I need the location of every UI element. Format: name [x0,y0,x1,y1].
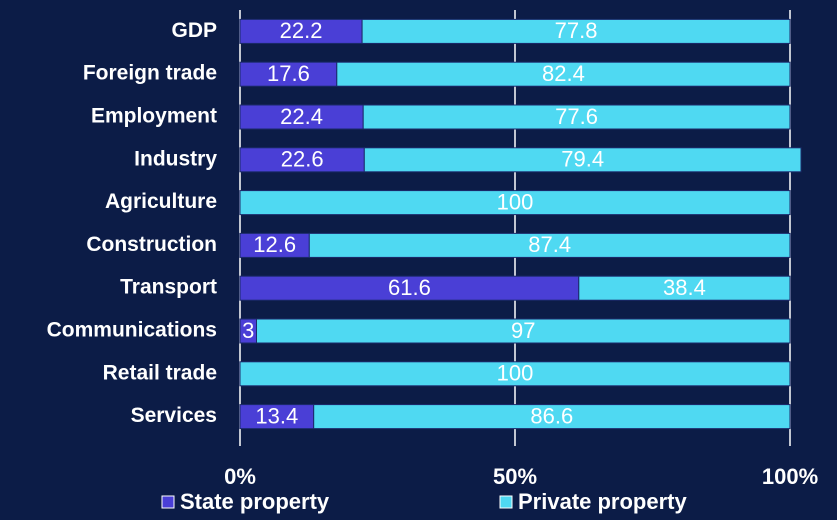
y-tick-label: Services [131,404,217,427]
data-label: 17.6 [267,61,310,86]
bar-segment [239,404,315,430]
data-label: 79.4 [561,147,604,172]
y-tick-label: Agriculture [105,190,217,213]
bar-segment [239,361,791,387]
data-label: 86.6 [530,403,573,428]
data-label: 61.6 [388,275,431,300]
data-label: 12.6 [253,232,296,257]
data-label: 77.6 [555,104,598,129]
y-tick-label: Communications [47,319,217,342]
bar-segment [578,275,791,301]
legend-swatch [161,495,175,509]
data-label: 38.4 [663,275,706,300]
data-label: 22.2 [280,18,323,43]
bar-segment [336,61,791,87]
data-label: 13.4 [255,403,298,428]
y-tick-label: Industry [134,147,217,170]
data-label: 97 [511,318,535,343]
x-tick-label: 50% [493,464,537,489]
bar-segment [256,318,791,344]
x-tick-label: 100% [762,464,818,489]
bar-segment [239,18,363,44]
data-label: 22.4 [280,104,323,129]
bar-segment [239,275,580,301]
data-label: 87.4 [528,232,571,257]
y-tick-label: Foreign trade [83,62,217,85]
bar-segment [362,104,791,130]
y-tick-label: GDP [171,19,217,42]
bar-segment [239,190,791,216]
y-tick-label: Construction [86,233,217,256]
bar-segment [361,18,791,44]
y-tick-label: Retail trade [103,361,217,384]
x-tick-label: 0% [224,464,256,489]
y-tick-label: Employment [91,105,217,128]
bar-segment [363,147,802,173]
data-label: 77.8 [555,18,598,43]
bar-segment [239,104,364,130]
data-label: 3 [242,318,254,343]
legend-label: State property [180,489,330,514]
y-tick-label: Transport [120,276,217,299]
data-label: 100 [497,361,534,386]
legend-swatch [499,495,513,509]
legend-label: Private property [518,489,687,514]
data-label: 82.4 [542,61,585,86]
bar-segment [313,404,791,430]
bar-segment [239,232,310,258]
bar-segment [239,147,365,173]
bar-segment [308,232,791,258]
data-label: 22.6 [281,147,324,172]
data-label: 100 [497,189,534,214]
